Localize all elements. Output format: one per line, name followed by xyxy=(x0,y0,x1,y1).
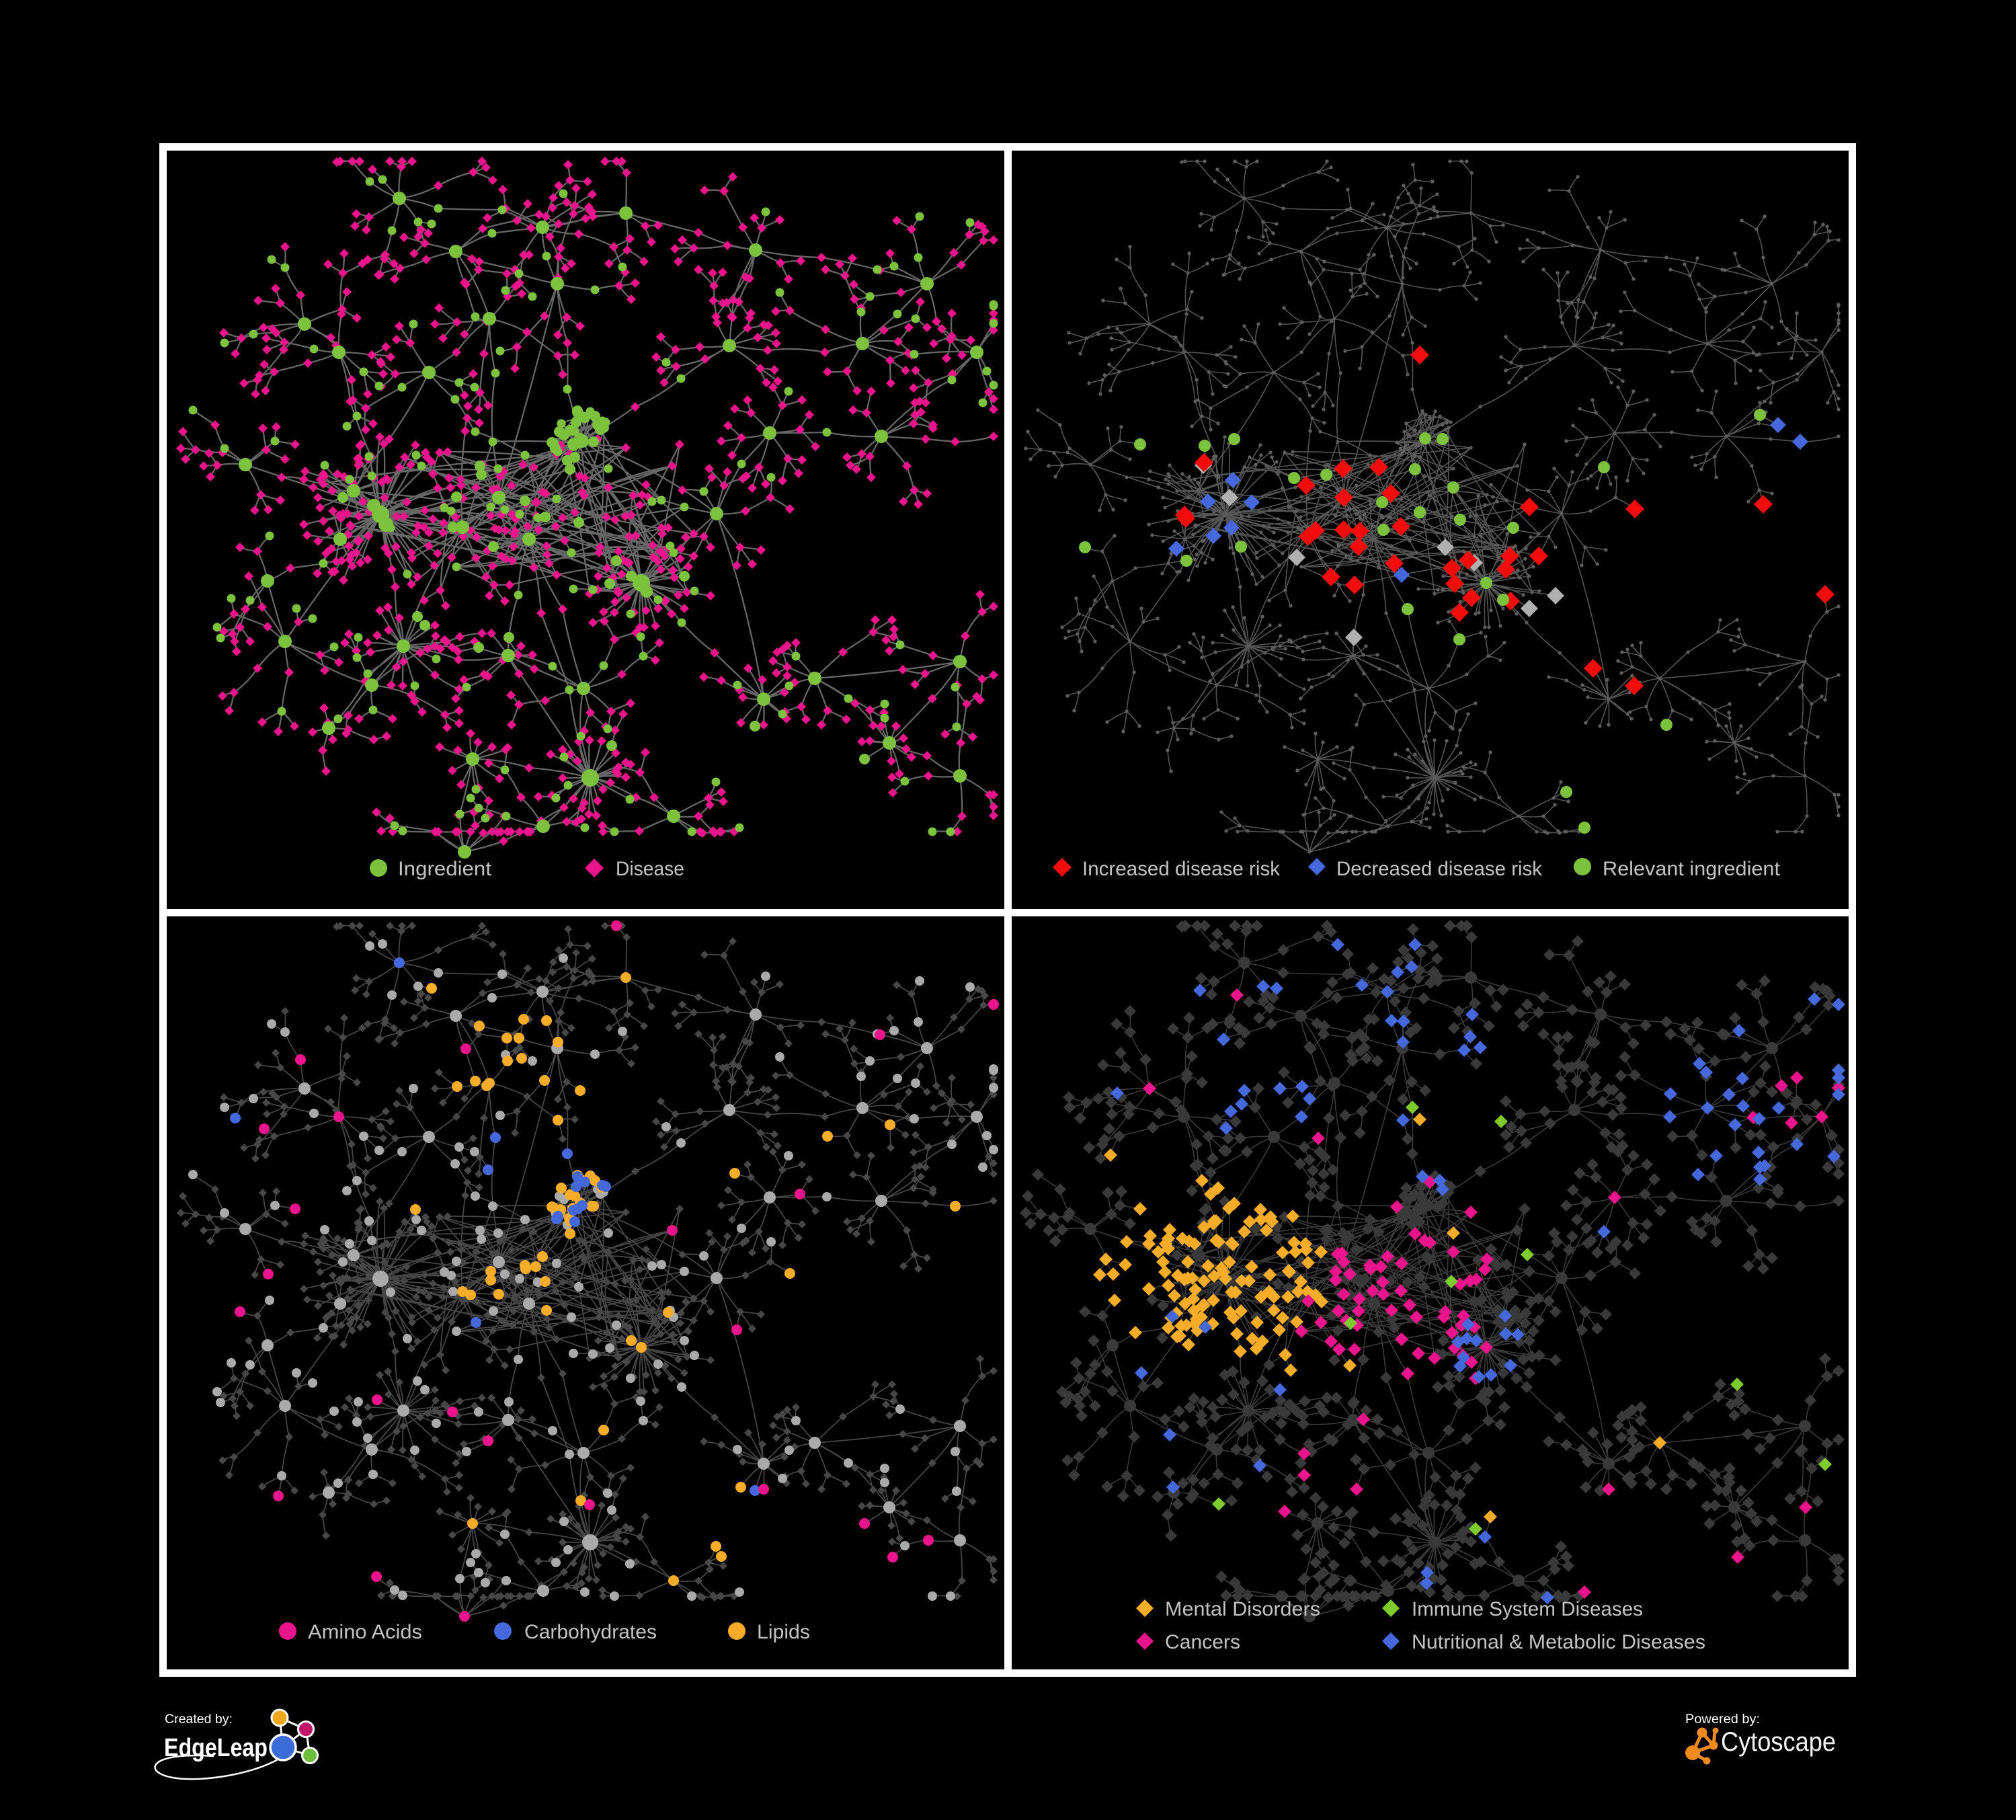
svg-text:Carbohydrates: Carbohydrates xyxy=(524,1621,657,1643)
svg-text:Lipids: Lipids xyxy=(757,1621,810,1643)
svg-text:Relevant ingredient: Relevant ingredient xyxy=(1603,858,1781,880)
svg-text:Decreased disease risk: Decreased disease risk xyxy=(1336,858,1543,880)
svg-text:Cytoscape: Cytoscape xyxy=(1721,1727,1836,1757)
svg-text:Mental Disorders: Mental Disorders xyxy=(1165,1598,1320,1620)
svg-text:Ingredient: Ingredient xyxy=(398,858,492,880)
svg-text:Amino Acids: Amino Acids xyxy=(308,1621,422,1643)
svg-text:Cancers: Cancers xyxy=(1165,1631,1240,1653)
svg-text:Increased disease risk: Increased disease risk xyxy=(1082,858,1281,880)
svg-text:Disease: Disease xyxy=(616,858,684,880)
svg-text:Powered by:: Powered by: xyxy=(1685,1712,1760,1727)
svg-text:Nutritional & Metabolic Diseas: Nutritional & Metabolic Diseases xyxy=(1412,1631,1705,1653)
svg-text:EdgeLeap: EdgeLeap xyxy=(164,1734,268,1762)
svg-text:Created by:: Created by: xyxy=(165,1712,233,1727)
svg-text:Immune System Diseases: Immune System Diseases xyxy=(1412,1598,1643,1620)
